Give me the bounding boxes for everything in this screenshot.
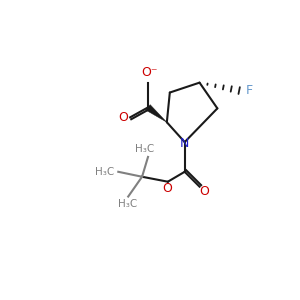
Text: O⁻: O⁻ (142, 66, 158, 79)
Text: N: N (180, 136, 189, 150)
Text: H₃C: H₃C (118, 200, 137, 209)
Text: O: O (162, 182, 172, 195)
Polygon shape (146, 105, 167, 122)
Text: H₃C: H₃C (135, 144, 155, 154)
Text: F: F (245, 84, 253, 97)
Text: O: O (118, 111, 128, 124)
Text: H₃C: H₃C (95, 167, 114, 177)
Text: O: O (200, 185, 209, 198)
